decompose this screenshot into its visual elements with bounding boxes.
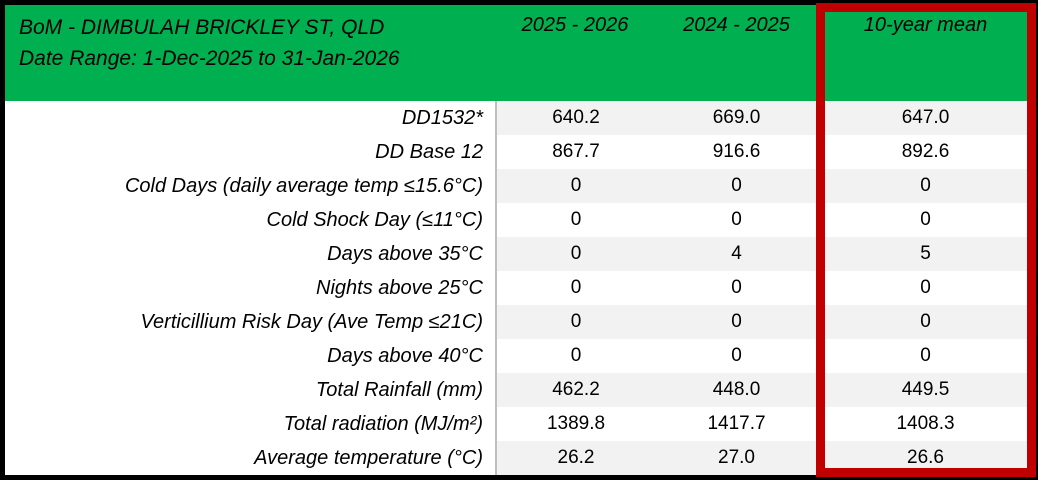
value-cell: 0: [495, 271, 655, 305]
value-cell: 1408.3: [896, 413, 955, 434]
table-row: Days above 35°C 0 4 5: [5, 237, 1033, 271]
value-cell: 647.0: [818, 101, 1033, 135]
row-label: Cold Days (daily average temp ≤15.6°C): [124, 174, 483, 197]
value-cell: 4: [655, 237, 818, 271]
row-label: Days above 35°C: [327, 242, 483, 265]
value-cell: 1417.7: [707, 413, 766, 434]
value-cell: 0: [731, 209, 742, 230]
row-label: Total Rainfall (mm): [315, 378, 483, 401]
value-cell: 0: [495, 237, 655, 271]
table-row: Days above 40°C 0 0 0: [5, 339, 1033, 373]
row-label: Average temperature (°C): [254, 446, 483, 469]
column-header-2024-2025: 2024 - 2025: [683, 14, 790, 36]
value-cell: 0: [495, 169, 655, 203]
value-cell: 0: [920, 209, 931, 230]
value-cell: 462.2: [495, 373, 655, 407]
row-label: DD1532*: [401, 106, 483, 129]
value-cell: 0: [920, 345, 931, 366]
table-row: Nights above 25°C 0 0 0: [5, 271, 1033, 305]
value-cell: 916.6: [712, 141, 761, 162]
value-cell: 449.5: [818, 373, 1033, 407]
column-header-2025-2026: 2025 - 2026: [521, 14, 629, 36]
value-cell: 0: [920, 277, 931, 298]
table-row: Total radiation (MJ/m²) 1389.8 1417.7 14…: [5, 407, 1033, 441]
date-range: Date Range: 1-Dec-2025 to 31-Jan-2026: [19, 47, 400, 70]
row-label: Nights above 25°C: [316, 276, 483, 299]
value-cell: 0: [818, 305, 1033, 339]
table-row: Average temperature (°C) 26.2 27.0 26.6: [5, 441, 1033, 475]
value-cell: 448.0: [655, 373, 818, 407]
table-row: Cold Days (daily average temp ≤15.6°C) 0…: [5, 169, 1033, 203]
value-cell: 0: [495, 203, 655, 237]
station-title: BoM - DIMBULAH BRICKLEY ST, QLD: [19, 16, 385, 39]
row-label: DD Base 12: [375, 140, 483, 163]
value-cell: 27.0: [655, 441, 818, 475]
row-label: Cold Shock Day (≤11°C): [266, 208, 483, 231]
value-cell: 867.7: [495, 135, 655, 169]
value-cell: 0: [818, 169, 1033, 203]
table-row: Total Rainfall (mm) 462.2 448.0 449.5: [5, 373, 1033, 407]
row-label: Days above 40°C: [327, 344, 483, 367]
table-header: BoM - DIMBULAH BRICKLEY ST, QLD Date Ran…: [5, 5, 1033, 101]
value-cell: 26.2: [495, 441, 655, 475]
table-row: Verticillium Risk Day (Ave Temp ≤21C) 0 …: [5, 305, 1033, 339]
row-label: Verticillium Risk Day (Ave Temp ≤21C): [140, 310, 483, 333]
title-block: BoM - DIMBULAH BRICKLEY ST, QLD Date Ran…: [5, 5, 495, 101]
table-row: DD1532* 640.2 669.0 647.0: [5, 101, 1033, 135]
value-cell: 0: [495, 305, 655, 339]
column-header-10-year-mean: 10-year mean: [863, 14, 988, 36]
value-cell: 5: [818, 237, 1033, 271]
value-cell: 26.6: [818, 441, 1033, 475]
value-cell: 0: [731, 277, 742, 298]
value-cell: 0: [731, 345, 742, 366]
value-cell: 0: [655, 169, 818, 203]
row-label: Total radiation (MJ/m²): [283, 412, 483, 435]
value-cell: 640.2: [495, 101, 655, 135]
value-cell: 0: [495, 339, 655, 373]
value-cell: 892.6: [901, 141, 950, 162]
table-row: DD Base 12 867.7 916.6 892.6: [5, 135, 1033, 169]
table-row: Cold Shock Day (≤11°C) 0 0 0: [5, 203, 1033, 237]
value-cell: 1389.8: [495, 407, 655, 441]
value-cell: 669.0: [655, 101, 818, 135]
value-cell: 0: [655, 305, 818, 339]
